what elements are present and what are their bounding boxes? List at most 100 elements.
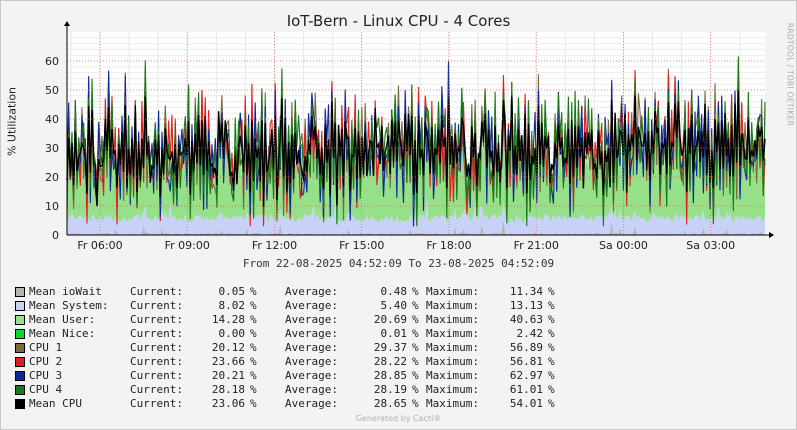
y-tick-label: 60	[45, 55, 59, 68]
legend-unit: %	[250, 341, 257, 354]
legend-swatch	[15, 343, 25, 353]
legend-current-label: Current:	[130, 369, 183, 382]
legend-swatch	[15, 329, 25, 339]
legend-swatch	[15, 385, 25, 395]
legend-unit: %	[250, 299, 257, 312]
legend-maximum-value: 40.63	[509, 313, 543, 326]
legend-unit: %	[412, 355, 419, 368]
legend-unit: %	[412, 341, 419, 354]
legend-maximum-label: Maximum:	[426, 327, 479, 340]
legend-unit: %	[250, 397, 257, 410]
legend-swatch	[15, 399, 25, 409]
legend-average-label: Average:	[285, 341, 338, 354]
legend-swatch	[15, 315, 25, 325]
legend-current-label: Current:	[130, 313, 183, 326]
legend-current-label: Current:	[130, 397, 183, 410]
legend-series-name: CPU 1	[29, 341, 63, 354]
legend-current-value: 28.18	[211, 383, 245, 396]
legend-current-label: Current:	[130, 327, 183, 340]
y-tick-label: 0	[52, 229, 59, 242]
legend-current-value: 8.02	[218, 299, 246, 312]
legend-unit: %	[548, 299, 555, 312]
footer-generated-by: Generated by Cacti®	[355, 414, 442, 423]
line-mean-cpu	[66, 90, 766, 207]
legend-average-label: Average:	[285, 369, 338, 382]
y-tick-label: 50	[45, 84, 59, 97]
legend-average-value: 28.19	[373, 383, 407, 396]
legend-unit: %	[250, 327, 257, 340]
legend-maximum-value: 11.34	[509, 285, 543, 298]
legend-average-value: 5.40	[380, 299, 408, 312]
legend-unit: %	[548, 313, 555, 326]
legend-average-value: 0.48	[380, 285, 408, 298]
legend-unit: %	[412, 299, 419, 312]
legend-unit: %	[412, 383, 419, 396]
legend-average-label: Average:	[285, 355, 338, 368]
legend-current-value: 0.05	[218, 285, 246, 298]
legend-average-label: Average:	[285, 383, 338, 396]
legend-unit: %	[548, 355, 555, 368]
legend-unit: %	[250, 355, 257, 368]
x-axis-arrow	[769, 232, 774, 238]
legend-swatch	[15, 287, 25, 297]
y-tick-label: 30	[45, 142, 59, 155]
legend-maximum-value: 61.01	[509, 383, 543, 396]
y-tick-label: 20	[45, 171, 59, 184]
legend-unit: %	[548, 327, 555, 340]
legend-maximum-label: Maximum:	[426, 397, 479, 410]
legend-current-value: 20.21	[211, 369, 245, 382]
legend-unit: %	[548, 397, 555, 410]
legend-unit: %	[250, 313, 257, 326]
legend-average-value: 29.37	[373, 341, 407, 354]
legend-maximum-label: Maximum:	[426, 285, 479, 298]
area-mean-system	[67, 197, 765, 235]
legend-unit: %	[412, 369, 419, 382]
legend-maximum-value: 2.42	[516, 327, 544, 340]
y-tick-label: 40	[45, 113, 59, 126]
y-axis-arrow	[64, 21, 70, 26]
legend-average-value: 20.69	[373, 313, 407, 326]
legend-maximum-label: Maximum:	[426, 369, 479, 382]
legend-average-label: Average:	[285, 299, 338, 312]
legend-current-label: Current:	[130, 299, 183, 312]
legend-unit: %	[250, 285, 257, 298]
legend-average-value: 28.22	[373, 355, 407, 368]
legend-swatch	[15, 301, 25, 311]
x-tick-label: Fr 15:00	[339, 239, 384, 250]
legend-series-name: CPU 2	[29, 355, 63, 368]
legend-current-label: Current:	[130, 341, 183, 354]
legend-series-name: Mean User:	[29, 313, 96, 326]
legend-swatch	[15, 357, 25, 367]
x-tick-label: Fr 12:00	[252, 239, 297, 250]
legend-current-label: Current:	[130, 285, 183, 298]
legend-series-name: Mean CPU	[29, 397, 82, 410]
x-tick-label: Sa 03:00	[686, 239, 735, 250]
legend-maximum-label: Maximum:	[426, 313, 479, 326]
y-tick-label: 10	[45, 200, 59, 213]
legend-current-value: 23.66	[211, 355, 245, 368]
legend-maximum-label: Maximum:	[426, 299, 479, 312]
legend-series-name: Mean System:	[29, 299, 109, 312]
legend-unit: %	[548, 341, 555, 354]
legend-unit: %	[250, 383, 257, 396]
legend-maximum-value: 54.01	[509, 397, 543, 410]
legend-current-value: 23.06	[211, 397, 245, 410]
legend-maximum-value: 56.81	[509, 355, 543, 368]
legend-current-value: 20.12	[211, 341, 245, 354]
x-tick-label: Fr 18:00	[426, 239, 471, 250]
legend-maximum-value: 62.97	[509, 369, 543, 382]
legend-unit: %	[412, 313, 419, 326]
legend-unit: %	[548, 369, 555, 382]
legend-series-name: Mean Nice:	[29, 327, 96, 340]
legend-average-label: Average:	[285, 313, 338, 326]
legend-maximum-value: 13.13	[509, 299, 543, 312]
legend-unit: %	[548, 383, 555, 396]
legend-maximum-label: Maximum:	[426, 383, 479, 396]
legend-current-label: Current:	[130, 383, 183, 396]
legend-current-label: Current:	[130, 355, 183, 368]
area-mean-user	[67, 97, 765, 224]
date-range: From 22-08-2025 04:52:09 To 23-08-2025 0…	[242, 257, 555, 270]
x-tick-label: Fr 06:00	[77, 239, 122, 250]
cpu-chart: 0 10 20 30 40 50 60 Fr 06:00 Fr 09:00 Fr 12:00 Fr …	[45, 21, 774, 250]
legend-average-label: Average:	[285, 285, 338, 298]
